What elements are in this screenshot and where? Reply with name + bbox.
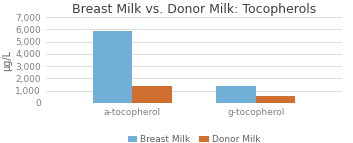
Y-axis label: μg/L: μg/L (2, 49, 12, 71)
Bar (93, 31, 132, 103)
Bar (256, 96, 295, 103)
Bar (132, 86, 172, 103)
Bar (216, 86, 256, 103)
Legend: Breast Milk, Donor Milk: Breast Milk, Donor Milk (124, 132, 264, 143)
Title: Breast Milk vs. Donor Milk: Tocopherols: Breast Milk vs. Donor Milk: Tocopherols (72, 3, 316, 16)
